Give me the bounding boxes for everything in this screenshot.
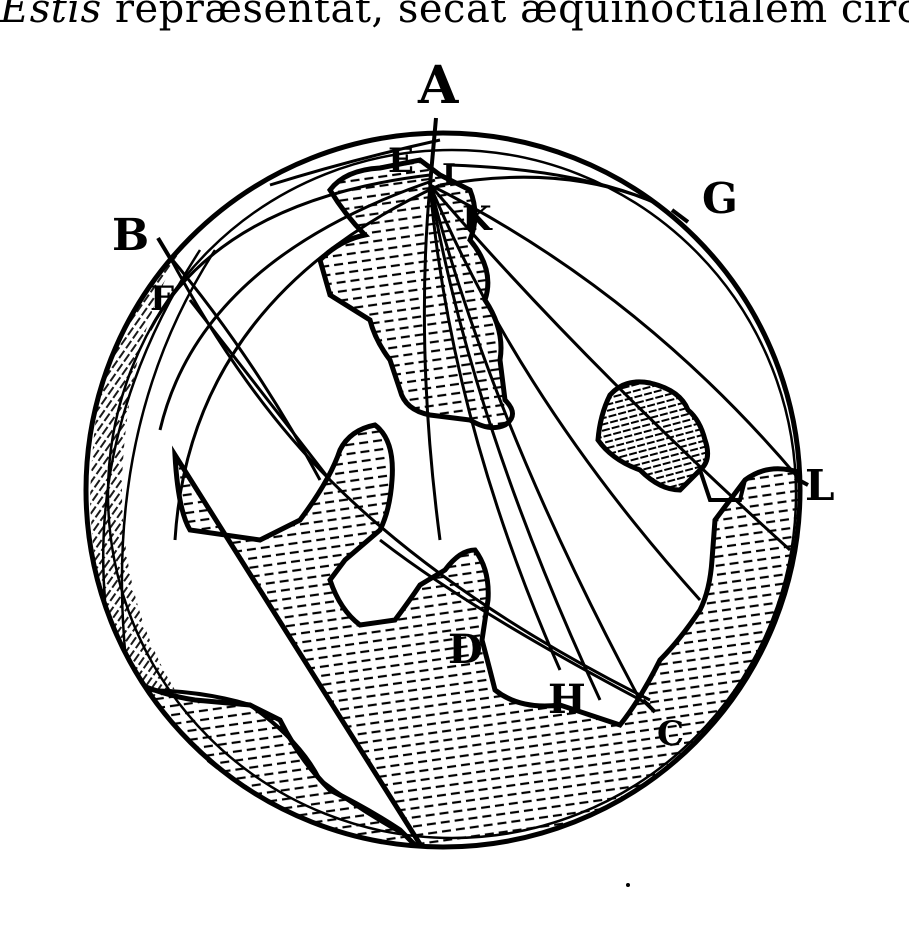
limb-shading (90, 235, 190, 700)
label-b: B (112, 210, 149, 261)
coastline-detail (139, 688, 406, 837)
caption-rest: repræsentat, secat æquinoctialem circulu… (114, 0, 909, 32)
label-d: D (448, 626, 483, 673)
label-i: I (442, 158, 456, 193)
polar-axis (428, 117, 438, 186)
caption-text: Estis repræsentat, secat æquinoctialem c… (0, 0, 909, 36)
label-l: L (805, 461, 835, 510)
label-k: K (462, 199, 493, 239)
caption-italic-word: Estis (0, 0, 102, 32)
label-a: A (417, 55, 459, 116)
label-e: E (388, 141, 414, 181)
label-c: C (657, 714, 684, 754)
ink-speck (626, 883, 630, 887)
point-ticks (156, 208, 809, 770)
limb-arcs (102, 249, 217, 651)
label-g: G (702, 174, 738, 223)
coastline-detail-2 (698, 469, 747, 502)
eastern-island (595, 379, 711, 493)
label-f: F (150, 279, 174, 319)
label-h: H (548, 676, 586, 723)
